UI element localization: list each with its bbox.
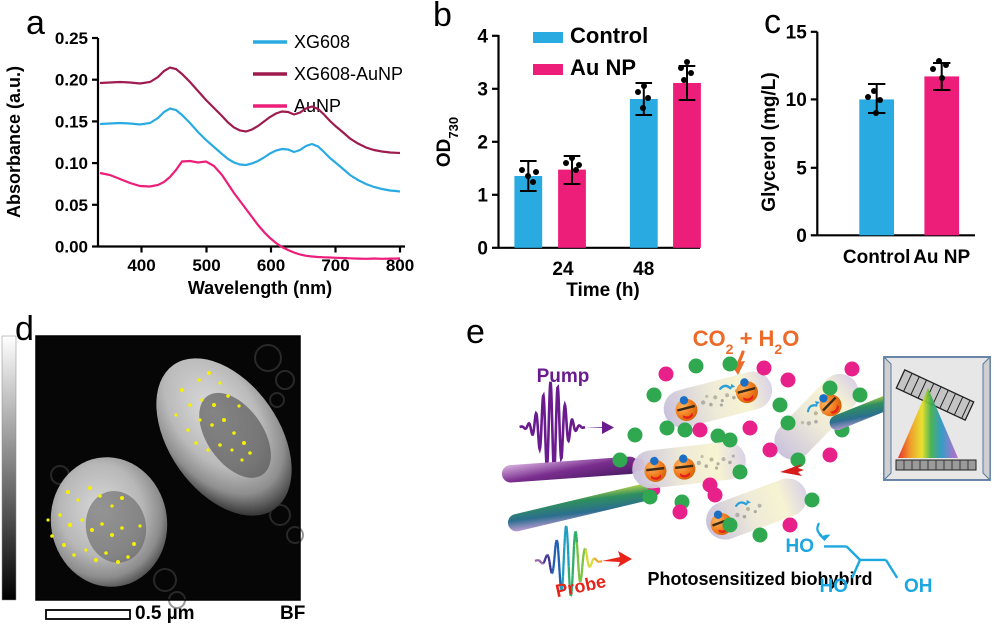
svg-text:0.00: 0.00 — [55, 238, 88, 257]
svg-text:CO2 + H2O: CO2 + H2O — [693, 326, 800, 357]
svg-text:Pump: Pump — [537, 366, 590, 387]
svg-text:BF: BF — [280, 603, 305, 624]
svg-text:10: 10 — [786, 90, 807, 111]
svg-text:0.25: 0.25 — [55, 29, 88, 48]
svg-text:2: 2 — [477, 132, 488, 153]
svg-text:0: 0 — [796, 226, 807, 247]
svg-text:4: 4 — [477, 26, 488, 47]
svg-text:0: 0 — [477, 238, 488, 259]
svg-text:1: 1 — [477, 185, 488, 206]
svg-text:0.10: 0.10 — [55, 154, 88, 173]
svg-text:Probe: Probe — [554, 571, 608, 601]
svg-text:600: 600 — [257, 256, 285, 275]
svg-text:Control: Control — [570, 23, 648, 48]
svg-text:Au NP: Au NP — [570, 55, 636, 80]
svg-text:Wavelength (nm): Wavelength (nm) — [188, 278, 332, 298]
svg-text:0.5 µm: 0.5 µm — [135, 603, 195, 624]
svg-text:HO: HO — [820, 576, 849, 597]
svg-text:0.05: 0.05 — [55, 196, 88, 215]
svg-text:0.15: 0.15 — [55, 112, 88, 131]
svg-text:OD730: OD730 — [434, 117, 461, 167]
svg-text:0.20: 0.20 — [55, 71, 88, 90]
svg-text:XG608-AuNP: XG608-AuNP — [294, 64, 403, 84]
svg-text:Glycerol (mg/L): Glycerol (mg/L) — [760, 72, 780, 211]
svg-text:HO: HO — [786, 536, 815, 557]
svg-text:OH: OH — [904, 576, 933, 597]
svg-text:3: 3 — [477, 79, 488, 100]
svg-text:24: 24 — [552, 259, 574, 280]
svg-text:15: 15 — [786, 22, 808, 43]
svg-text:Absorbance (a.u.): Absorbance (a.u.) — [4, 66, 24, 218]
svg-text:Time (h): Time (h) — [566, 280, 640, 300]
svg-text:5: 5 — [796, 158, 807, 179]
svg-text:Control: Control — [843, 247, 911, 268]
svg-text:XG608: XG608 — [294, 32, 350, 52]
svg-text:400: 400 — [127, 256, 155, 275]
svg-text:500: 500 — [192, 256, 220, 275]
svg-text:48: 48 — [633, 259, 654, 280]
svg-text:Au NP: Au NP — [913, 247, 970, 268]
